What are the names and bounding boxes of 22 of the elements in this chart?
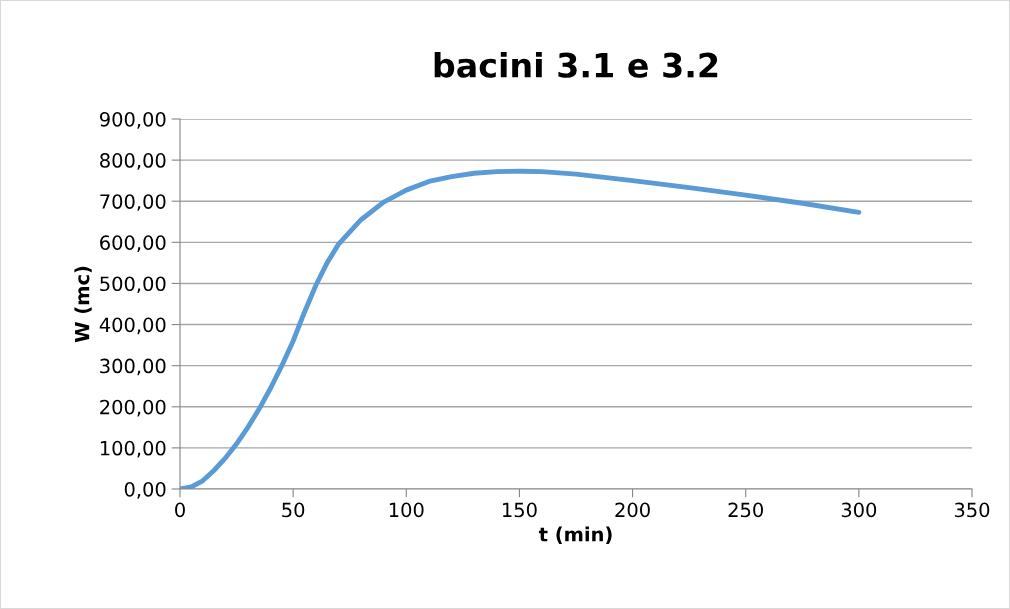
y-axis-title: W (mc) — [74, 266, 92, 343]
x-tick-label: 250 — [728, 502, 763, 518]
y-tick-label: 100,00 — [100, 440, 166, 458]
y-tick-label: 0,00 — [124, 481, 166, 499]
x-tick-label: 350 — [954, 502, 990, 518]
x-tick-label: 0 — [175, 502, 185, 518]
x-tick-label: 150 — [503, 502, 537, 518]
y-tick-label: 600,00 — [100, 235, 166, 252]
x-tick-label: 200 — [615, 502, 650, 518]
line-series — [180, 168, 862, 489]
x-tick-label: 100 — [389, 502, 424, 518]
y-tick-label: 800,00 — [100, 153, 166, 170]
x-tick-label: 300 — [841, 502, 877, 518]
chart-title: bacini 3.1 e 3.2 — [434, 52, 718, 78]
y-tick-label: 200,00 — [100, 399, 166, 417]
y-tick-label: 700,00 — [100, 194, 166, 211]
x-axis-title: t (min) — [538, 526, 612, 544]
y-tick-label: 900,00 — [99, 111, 166, 129]
x-tick-label: 50 — [282, 502, 305, 518]
y-tick-label: 500,00 — [100, 276, 166, 294]
y-tick-label: 300,00 — [100, 358, 166, 376]
y-tick-label: 400,00 — [99, 317, 166, 335]
